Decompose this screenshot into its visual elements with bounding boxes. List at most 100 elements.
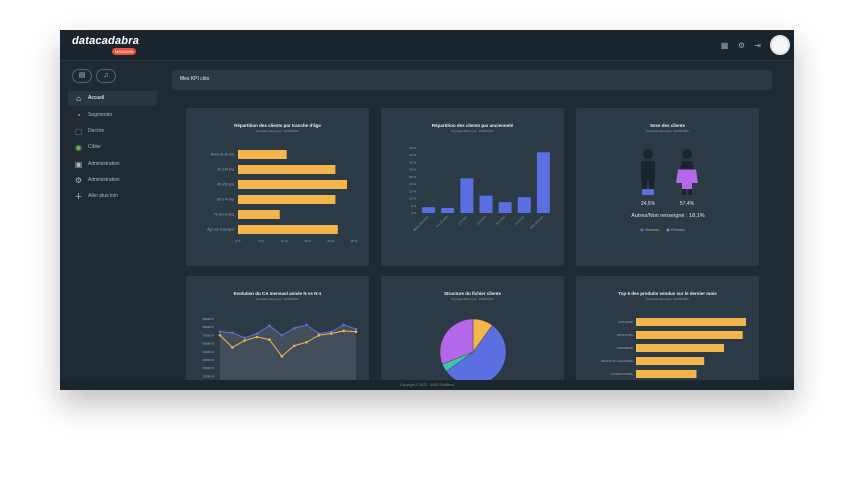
sidebar-item-aller-plus-loin[interactable]: ＋ Aller plus loin [68,189,157,204]
bar [517,197,531,213]
top-products-bar-chart: EPICERIE BOISSONS CREMERIE FRUITS ET LEGUME… [601,318,746,378]
man-leg-icon [649,181,654,195]
chart-subtitle: Données Mis à jour: 16/06/2022 [256,297,299,301]
logo-badge: MAGASIN [112,48,137,55]
sidebar-item-label: Accueil [88,95,105,101]
other-note: Autres/Non renseigné : 18,1% [631,213,704,219]
sidebar-item-label: Administration [88,161,120,167]
series-line [219,330,357,357]
id-card-icon[interactable]: ▤ [72,69,92,83]
footer: Copyright © 2022 - WGS Solutions [60,380,794,390]
tick-label: 300000 € [202,366,214,370]
category-label: Plus de 5 ans [529,214,544,229]
bar [460,178,474,213]
chart-subtitle: Données Mis à jour: 16/06/2022 [451,297,494,301]
tick-label: 400000 € [202,358,214,362]
woman-fill-bar [676,169,698,183]
tick-label: 5 % [259,239,265,243]
pie-slice [439,318,474,365]
man-body-icon [641,161,655,181]
chart-subtitle: Données Mis à jour: 16/06/2022 [256,129,299,133]
category-label: 75 ans et plus [214,213,234,217]
data-point [255,332,259,335]
logout-icon[interactable]: ⇥ [754,41,761,50]
sidebar-item-administration-2[interactable]: ⚙ Administration [68,173,157,188]
area-fill [220,324,356,386]
data-point [231,331,234,334]
sidebar-item-label: Aller plus loin [88,193,118,199]
tick-label: 30 % [409,168,416,172]
category-label: 45 à 59 ans [217,183,234,187]
data-point [305,323,308,327]
bar [238,165,336,174]
woman-head-icon [682,149,692,159]
segment-icon: ◔ [76,111,81,120]
data-point [329,332,333,335]
category-label: 6 à 12 mois [435,214,448,227]
man-leg-icon [642,181,647,195]
avatar[interactable] [770,35,790,55]
sidebar-item-segmenter[interactable]: ◔ Segmenter [68,108,157,123]
chart-title: Répartition des clients par tranche d'âg… [234,123,321,128]
tick-label: 20 % [409,182,416,186]
sidebar-item-decrire[interactable]: ▢ Decrire [68,124,157,139]
data-point [305,340,308,344]
data-point [268,338,271,341]
data-point [280,333,284,337]
card-gender: Sexe des clients Données Mis à jour: 16/… [576,108,759,266]
admin-icon: ▣ [74,160,83,169]
sidebar-item-accueil[interactable]: ⌂ Accueil [68,91,157,106]
category-label: 4 à 5 ans [514,214,525,225]
tick-label: 0 % [235,239,241,243]
category-label: EPICERIE [619,320,633,324]
chart-subtitle: Données Mis à jour: 16/06/2022 [646,297,689,301]
tick-label: 15 % [304,239,311,243]
sidebar-item-administration[interactable]: ▣ Administration [68,157,157,172]
logo[interactable]: datacadabra [72,35,140,47]
settings-icon: ⚙ [74,176,83,185]
tick-label: 800000 € [202,325,214,329]
women-percent-label: 57,4% [680,201,695,207]
data-point [218,333,222,337]
bar [238,210,280,219]
tick-label: 20 % [327,239,334,243]
plus-icon: ＋ [74,192,83,201]
home-icon: ⌂ [76,94,81,103]
tick-label: 5 % [411,204,417,208]
sidebar-item-label: Administration [88,177,120,183]
bar [238,180,348,189]
data-point [231,346,234,349]
data-point [268,324,271,327]
chart-title: Top 5 des produits vendus sur le dernier… [618,291,717,296]
data-point [317,333,321,337]
bar [238,195,336,204]
category-label: CREMERIE [617,346,633,350]
data-point [280,354,284,358]
bar [422,207,436,213]
tick-label: 700000 € [202,333,214,337]
gear-icon[interactable]: ⚙ [737,41,746,50]
data-point [255,335,259,339]
woman-fill-bar [682,183,692,189]
sidebar-item-cibler[interactable]: ◉ Cibler [68,140,157,155]
sidebar-item-label: Cibler [88,144,102,150]
structure-pie-chart [439,318,507,386]
tick-label: 25 % [409,175,416,179]
data-point [354,330,358,334]
category-label: Moins de 30 ans [211,153,235,157]
tick-label: 15 % [409,189,416,193]
category-label: Âge non renseigné [207,228,234,232]
tick-label: 35 % [409,160,416,164]
category-label: Moins de 6 mois [412,214,430,232]
sidebar-item-label: Decrire [88,128,105,134]
category-label: 1 à 2 ans [457,214,468,225]
revenue-line-chart: 900000 € 800000 € 700000 € 600000 € 500000 €… [202,317,358,386]
card-revenue: Evolution du CA mensuel année N vs N-1 D… [186,276,369,390]
bar [441,207,455,213]
category-label: 3 à 4 ans [495,214,506,225]
grid-icon[interactable]: ▦ [720,41,729,50]
gender-pictogram: 24,5% 57,4% Autres/Non renseigné : 18,1% Ho… [631,149,705,232]
legend-label: Hommes [645,228,659,232]
bar [498,202,512,213]
bell-icon[interactable]: ♫ [96,69,116,83]
